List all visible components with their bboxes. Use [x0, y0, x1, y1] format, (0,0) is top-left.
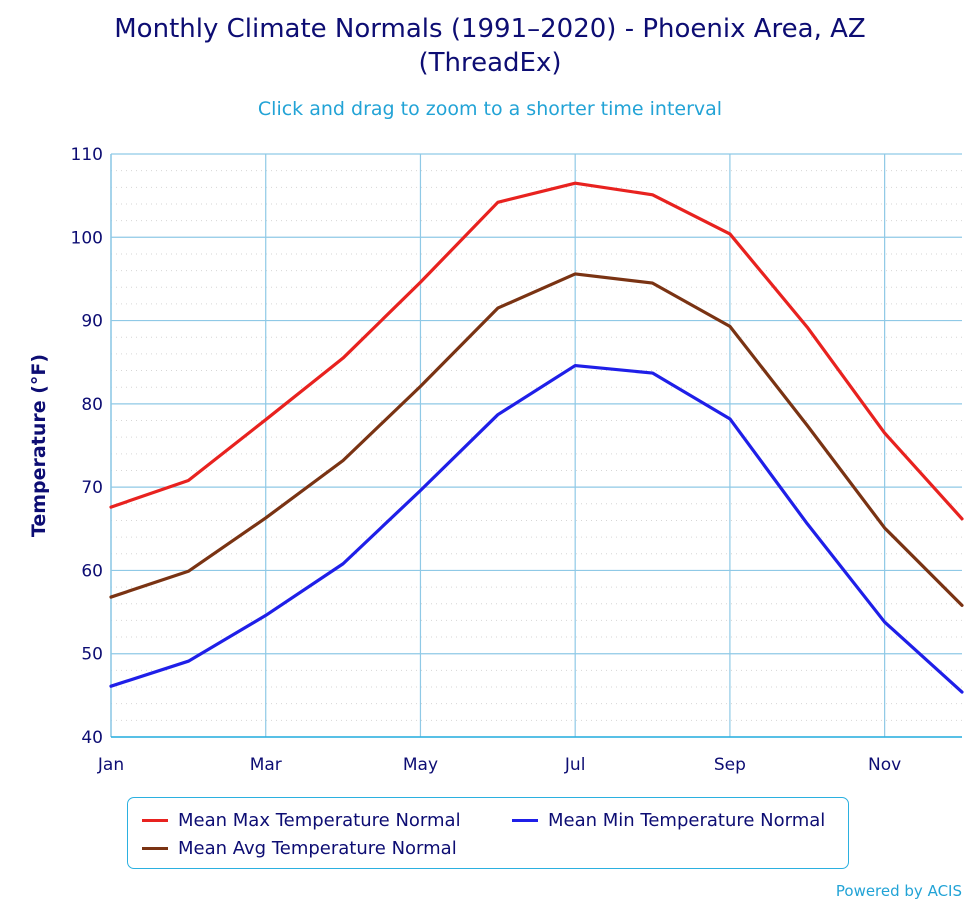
x-tick-label: Jan: [97, 755, 124, 775]
legend-label-max: Mean Max Temperature Normal: [178, 810, 461, 831]
y-tick-label: 100: [71, 228, 103, 248]
y-tick-label: 80: [81, 395, 103, 415]
chart-legend: Mean Max Temperature Normal Mean Min Tem…: [127, 797, 849, 869]
chart-title-line-2: (ThreadEx): [418, 48, 562, 78]
y-tick-label: 110: [71, 145, 103, 165]
x-tick-label: Mar: [250, 755, 282, 775]
y-tick-label: 60: [81, 561, 103, 581]
y-tick-label: 40: [81, 728, 103, 748]
legend-label-min: Mean Min Temperature Normal: [548, 810, 826, 831]
powered-by-credit[interactable]: Powered by ACIS: [835, 882, 962, 900]
legend-label-avg: Mean Avg Temperature Normal: [178, 838, 457, 859]
legend-swatch-max: [142, 819, 168, 822]
series-line-min: [109, 363, 964, 694]
legend-item-avg[interactable]: Mean Avg Temperature Normal: [142, 838, 457, 859]
y-tick-label: 50: [81, 645, 103, 665]
series-line-avg: [109, 272, 964, 608]
legend-item-min[interactable]: Mean Min Temperature Normal: [512, 810, 825, 831]
x-tick-label: Jul: [564, 755, 586, 775]
y-axis-label: Temperature (°F): [28, 354, 50, 537]
legend-swatch-min: [512, 819, 538, 822]
chart-subtitle: Click and drag to zoom to a shorter time…: [257, 98, 723, 120]
x-tick-label: Nov: [868, 755, 901, 775]
legend-swatch-avg: [142, 847, 168, 850]
y-tick-label: 70: [81, 478, 103, 498]
chart-title-line-1: Monthly Climate Normals (1991–2020) - Ph…: [114, 14, 866, 44]
series-line-max: [109, 181, 964, 521]
x-tick-label: May: [403, 755, 438, 775]
y-tick-label: 90: [81, 312, 103, 332]
x-tick-label: Sep: [714, 755, 746, 775]
legend-item-max[interactable]: Mean Max Temperature Normal: [142, 810, 461, 831]
